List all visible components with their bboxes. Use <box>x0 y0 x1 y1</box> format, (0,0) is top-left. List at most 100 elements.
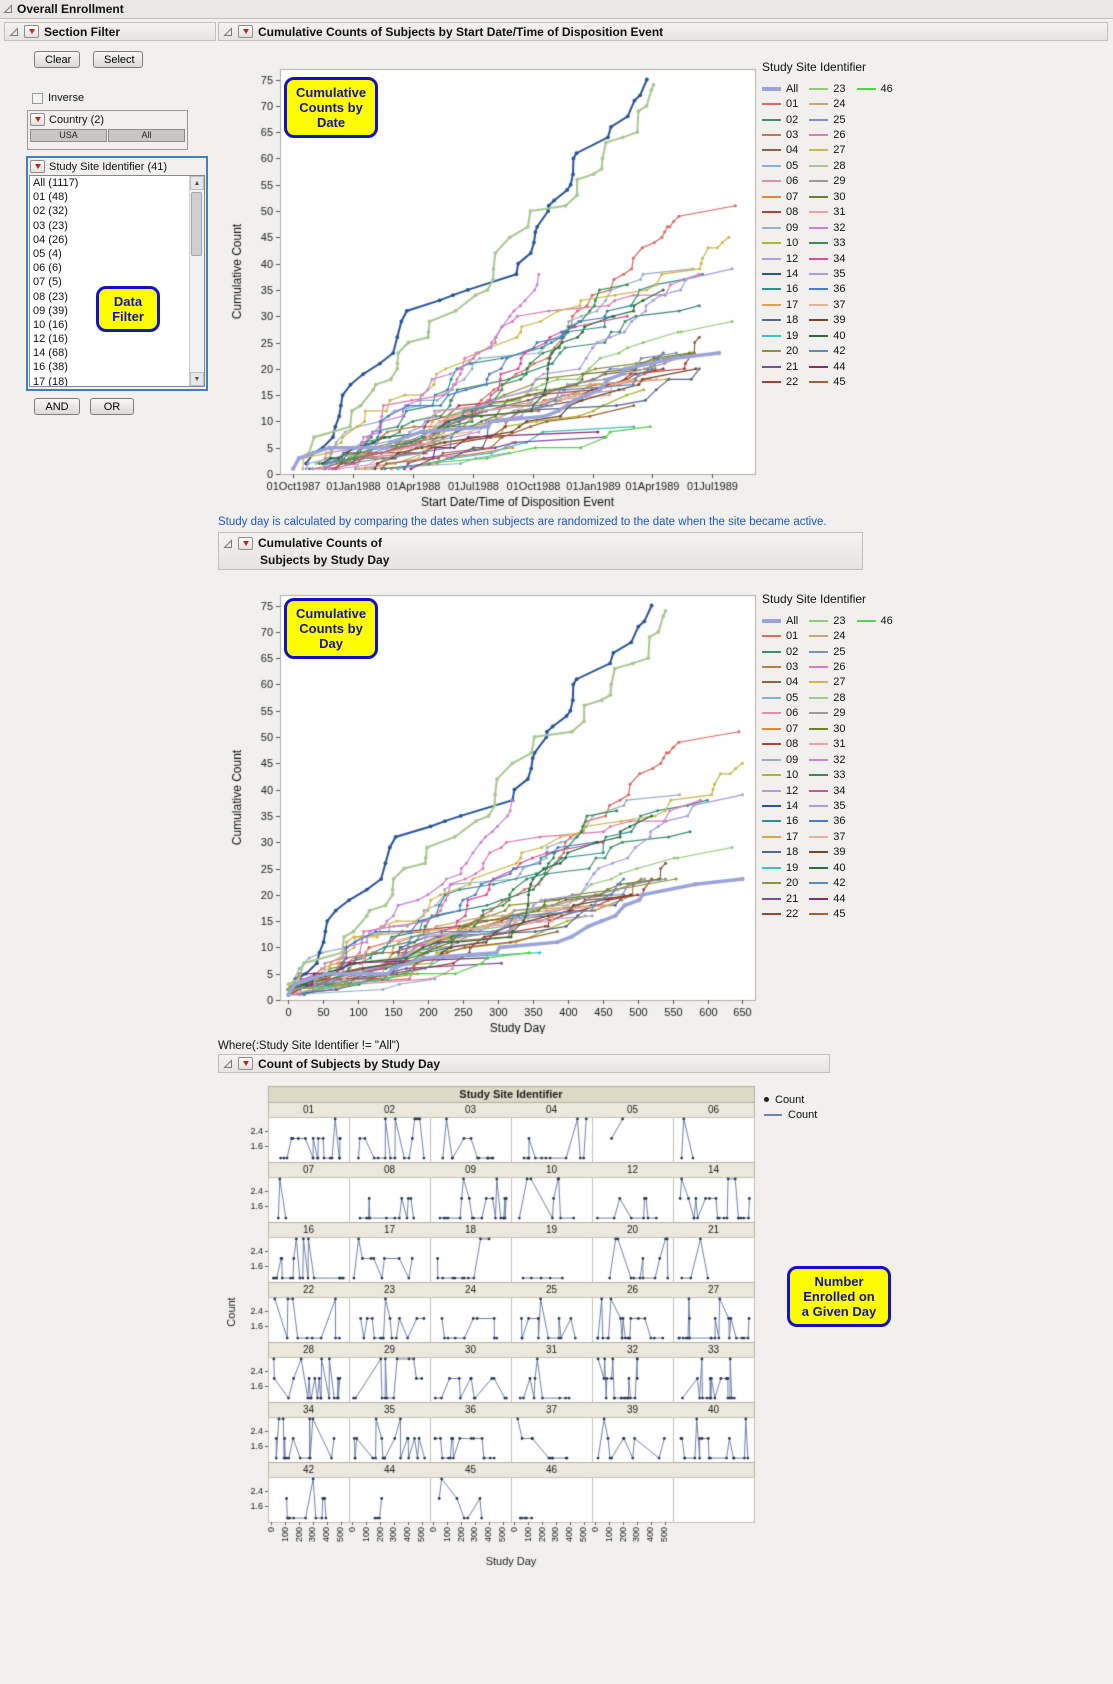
site-list-item[interactable]: 16 (38) <box>33 361 68 374</box>
select-button[interactable]: Select <box>93 51 143 68</box>
legend-entry-33[interactable]: 33 <box>809 235 846 250</box>
scrollbar-thumb[interactable] <box>191 192 202 256</box>
disclosure-icon[interactable] <box>223 26 233 37</box>
legend-entry-24[interactable]: 24 <box>809 96 846 111</box>
disclosure-icon[interactable] <box>223 1058 233 1069</box>
legend-entry-01[interactable]: 01 <box>762 96 798 111</box>
legend-entry-26[interactable]: 26 <box>809 659 846 674</box>
disclosure-icon[interactable] <box>223 538 233 549</box>
legend-entry-27[interactable]: 27 <box>809 675 846 690</box>
legend-entry-28[interactable]: 28 <box>809 158 846 173</box>
legend-entry-01[interactable]: 01 <box>762 628 798 643</box>
legend-entry-30[interactable]: 30 <box>809 721 846 736</box>
site-list-scrollbar[interactable]: ▲ ▼ <box>189 176 204 386</box>
legend-entry-34[interactable]: 34 <box>809 251 846 266</box>
disclosure-icon[interactable] <box>9 26 19 37</box>
site-list-item[interactable]: 03 (23) <box>33 219 68 232</box>
legend-entry-04[interactable]: 04 <box>762 143 798 158</box>
legend-entry-16[interactable]: 16 <box>762 282 798 297</box>
legend-entry-32[interactable]: 32 <box>809 220 846 235</box>
legend-entry-06[interactable]: 06 <box>762 174 798 189</box>
legend-entry-31[interactable]: 31 <box>809 737 846 752</box>
site-list[interactable]: All (1117) 01 (48) 02 (32) 03 (23) 04 (26) 05… <box>29 175 205 387</box>
legend-entry-21[interactable]: 21 <box>762 891 798 906</box>
legend-entry-14[interactable]: 14 <box>762 266 798 281</box>
legend-entry-All[interactable]: All <box>762 613 798 628</box>
legend-entry-36[interactable]: 36 <box>809 282 846 297</box>
legend-entry-22[interactable]: 22 <box>762 374 798 389</box>
and-button[interactable]: AND <box>34 398 80 415</box>
legend-entry-All[interactable]: All <box>762 81 798 96</box>
legend-entry-19[interactable]: 19 <box>762 860 798 875</box>
site-list-item[interactable]: All (1117) <box>33 177 79 189</box>
legend-entry-10[interactable]: 10 <box>762 767 798 782</box>
legend-entry-07[interactable]: 07 <box>762 721 798 736</box>
legend-entry-37[interactable]: 37 <box>809 829 846 844</box>
legend-entry-04[interactable]: 04 <box>762 675 798 690</box>
site-list-item[interactable]: 06 (6) <box>33 262 62 275</box>
site-list-item[interactable]: 09 (39) <box>33 304 68 317</box>
disclosure-icon[interactable] <box>3 4 13 14</box>
legend-entry-08[interactable]: 08 <box>762 205 798 220</box>
site-list-item[interactable]: 17 (18) <box>33 375 68 387</box>
site-list-item[interactable]: 07 (5) <box>33 276 62 289</box>
legend-entry-18[interactable]: 18 <box>762 845 798 860</box>
count-by-day-trellis-chart[interactable] <box>218 1078 818 1583</box>
site-list-item[interactable]: 12 (16) <box>33 333 68 346</box>
legend-entry-06[interactable]: 06 <box>762 706 798 721</box>
country-all-button[interactable]: All <box>108 129 185 142</box>
legend-entry-46[interactable]: 46 <box>856 81 893 96</box>
legend-entry-16[interactable]: 16 <box>762 814 798 829</box>
legend-entry-14[interactable]: 14 <box>762 798 798 813</box>
legend-entry-37[interactable]: 37 <box>809 297 846 312</box>
site-list-item[interactable]: 08 (23) <box>33 290 68 303</box>
legend-entry-44[interactable]: 44 <box>809 891 846 906</box>
legend-entry-03[interactable]: 03 <box>762 127 798 142</box>
legend-entry-45[interactable]: 45 <box>809 906 846 921</box>
legend-entry-42[interactable]: 42 <box>809 343 846 358</box>
legend-entry-18[interactable]: 18 <box>762 313 798 328</box>
legend-entry-39[interactable]: 39 <box>809 313 846 328</box>
legend-entry-10[interactable]: 10 <box>762 235 798 250</box>
red-triangle-menu-icon[interactable] <box>238 1057 253 1070</box>
site-list-item[interactable]: 01 (48) <box>33 191 68 204</box>
legend-entry-23[interactable]: 23 <box>809 81 846 96</box>
legend-entry-39[interactable]: 39 <box>809 845 846 860</box>
legend-entry-25[interactable]: 25 <box>809 644 846 659</box>
legend-entry-08[interactable]: 08 <box>762 737 798 752</box>
legend-entry-25[interactable]: 25 <box>809 112 846 127</box>
legend-entry-12[interactable]: 12 <box>762 251 798 266</box>
legend-entry-03[interactable]: 03 <box>762 659 798 674</box>
legend-entry-36[interactable]: 36 <box>809 814 846 829</box>
legend-entry-29[interactable]: 29 <box>809 174 846 189</box>
clear-button[interactable]: Clear <box>34 51 80 68</box>
site-list-item[interactable]: 14 (68) <box>33 347 68 360</box>
legend-entry-24[interactable]: 24 <box>809 628 846 643</box>
legend-entry-02[interactable]: 02 <box>762 644 798 659</box>
inverse-checkbox[interactable] <box>32 92 43 104</box>
red-triangle-menu-icon[interactable] <box>238 537 253 550</box>
site-list-item[interactable]: 02 (32) <box>33 205 68 218</box>
legend-entry-29[interactable]: 29 <box>809 706 846 721</box>
legend-entry-34[interactable]: 34 <box>809 783 846 798</box>
legend-entry-20[interactable]: 20 <box>762 343 798 358</box>
legend-entry-17[interactable]: 17 <box>762 829 798 844</box>
legend-entry-40[interactable]: 40 <box>809 860 846 875</box>
legend-entry-26[interactable]: 26 <box>809 127 846 142</box>
site-list-item[interactable]: 10 (16) <box>33 318 68 331</box>
legend-entry-32[interactable]: 32 <box>809 752 846 767</box>
site-list-item[interactable]: 05 (4) <box>33 247 62 260</box>
red-triangle-menu-icon[interactable] <box>30 113 45 126</box>
scroll-up-arrow[interactable]: ▲ <box>190 176 204 190</box>
red-triangle-menu-icon[interactable] <box>30 160 45 173</box>
legend-entry-23[interactable]: 23 <box>809 613 846 628</box>
legend-entry-46[interactable]: 46 <box>856 613 893 628</box>
legend-entry-22[interactable]: 22 <box>762 906 798 921</box>
legend-entry-05[interactable]: 05 <box>762 690 798 705</box>
legend-entry-20[interactable]: 20 <box>762 875 798 890</box>
legend-entry-09[interactable]: 09 <box>762 752 798 767</box>
legend-entry-40[interactable]: 40 <box>809 328 846 343</box>
legend-entry-05[interactable]: 05 <box>762 158 798 173</box>
legend-entry-30[interactable]: 30 <box>809 189 846 204</box>
legend-entry-07[interactable]: 07 <box>762 189 798 204</box>
